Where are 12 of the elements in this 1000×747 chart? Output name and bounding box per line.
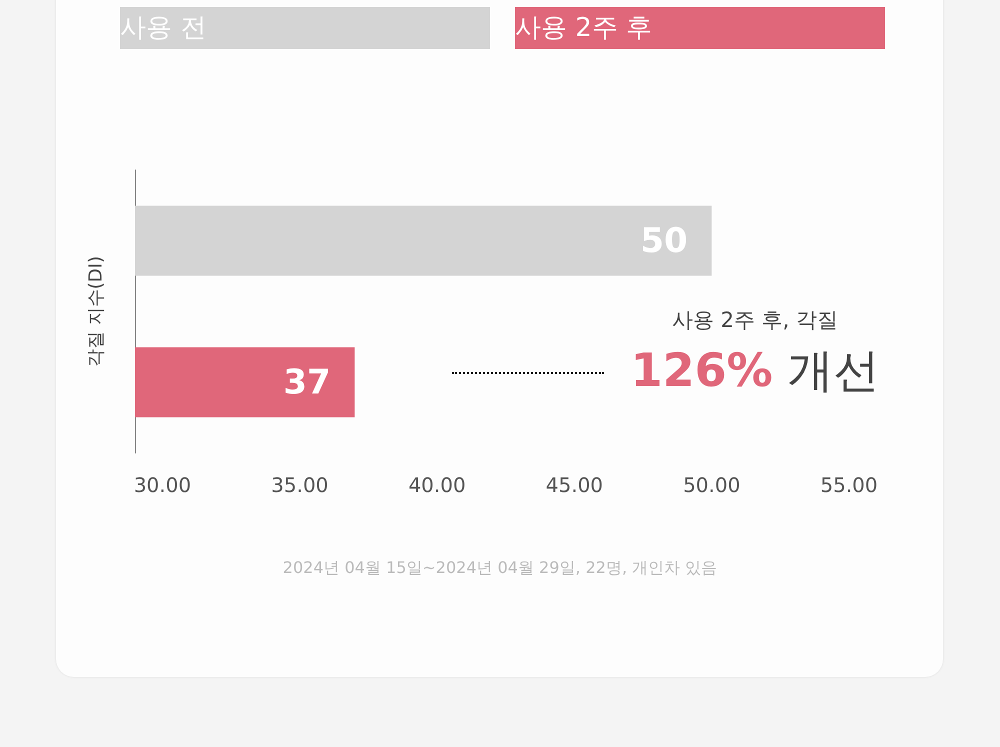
y-axis-title: 각질 지수(DI) — [86, 256, 106, 367]
x-tick-label: 45.00 — [546, 473, 604, 497]
x-tick-label: 40.00 — [408, 473, 466, 497]
x-tick-label: 55.00 — [820, 473, 878, 497]
x-tick-label: 50.00 — [683, 473, 740, 497]
x-tick-label: 30.00 — [134, 473, 192, 497]
data-label: 37 — [283, 362, 331, 402]
text: 2024년 04월 15일~2024년 04월 29일, 22명, 개인차 있음 — [282, 558, 718, 577]
text: 사용 2주 후 — [515, 13, 652, 43]
x-tick-label: 35.00 — [271, 473, 328, 497]
annotation: 사용 2주 후, 각질 — [672, 308, 838, 332]
annotation: 126% 개선 — [630, 342, 880, 399]
